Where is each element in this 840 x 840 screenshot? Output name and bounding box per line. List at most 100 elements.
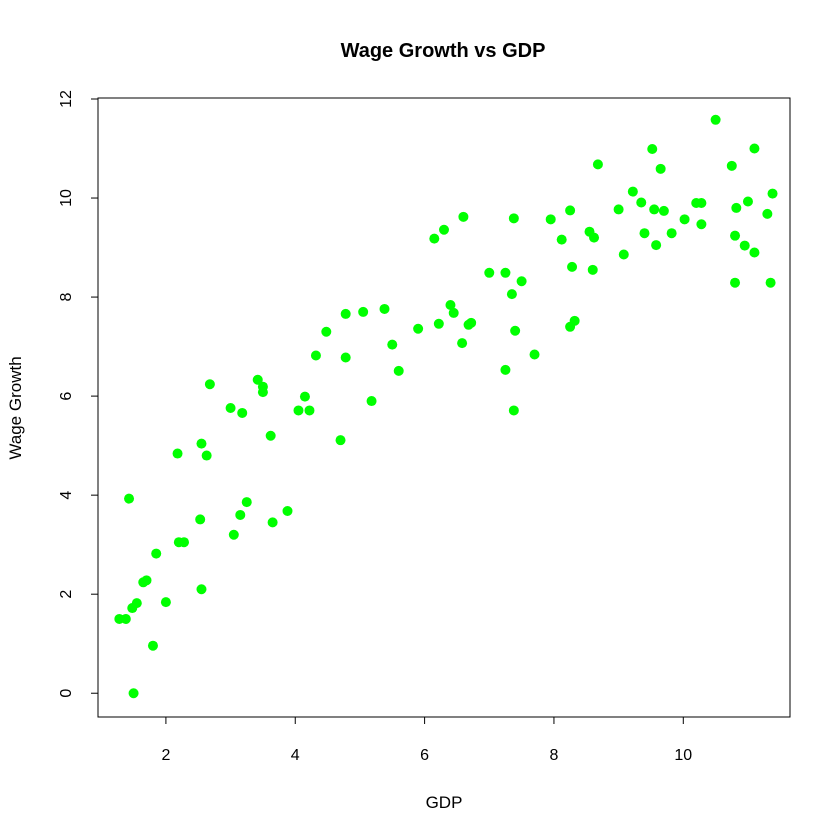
data-point [730, 230, 741, 241]
data-point [730, 277, 741, 288]
data-point [393, 365, 404, 376]
x-tick-label: 10 [674, 747, 692, 764]
data-point [649, 204, 660, 215]
data-point [310, 350, 321, 361]
data-point [556, 234, 567, 245]
data-point [282, 505, 293, 516]
data-point [506, 289, 517, 300]
data-point [120, 613, 131, 624]
data-point [749, 247, 760, 258]
data-point [567, 261, 578, 272]
data-point [387, 339, 398, 350]
data-point [321, 326, 332, 337]
data-point [457, 338, 468, 349]
data-point [179, 537, 190, 548]
y-tick-label: 2 [58, 590, 75, 599]
data-point [252, 374, 263, 385]
data-point [433, 318, 444, 329]
x-tick-label: 8 [549, 747, 558, 764]
data-point [267, 517, 278, 528]
data-point [379, 303, 390, 314]
data-point [304, 405, 315, 416]
data-point [358, 306, 369, 317]
data-point [742, 196, 753, 207]
data-point [195, 514, 206, 525]
data-point [147, 640, 158, 651]
data-point [439, 224, 449, 235]
data-point [413, 323, 424, 334]
data-point [241, 497, 252, 508]
y-axis: 0 2 4 6 8 10 12 [58, 90, 99, 698]
data-point [651, 240, 662, 251]
data-point [696, 197, 707, 208]
data-point [151, 548, 162, 559]
data-point [201, 450, 212, 461]
data-point [500, 267, 511, 278]
data-point [204, 379, 215, 390]
data-point [510, 325, 521, 336]
data-point [196, 438, 207, 449]
data-point [627, 186, 638, 197]
data-point [257, 387, 268, 398]
data-point [647, 144, 658, 155]
data-point [618, 249, 629, 260]
data-point [429, 233, 440, 244]
data-point [128, 688, 139, 699]
plot-frame [97, 97, 791, 718]
data-point [592, 159, 603, 170]
data-points [114, 114, 778, 699]
data-point [235, 509, 246, 520]
x-axis: 2 4 6 8 10 [161, 716, 692, 764]
data-point [124, 493, 135, 504]
data-point [655, 163, 666, 174]
data-point [749, 143, 760, 154]
data-point [726, 160, 737, 171]
data-point [160, 597, 171, 608]
data-point [141, 575, 152, 586]
x-tick-label: 4 [291, 747, 300, 764]
data-point [636, 197, 647, 208]
x-tick-label: 2 [161, 747, 170, 764]
y-tick-label: 6 [58, 392, 75, 401]
data-point [679, 214, 690, 225]
data-point [739, 240, 750, 251]
data-point [366, 396, 377, 407]
x-tick-label: 6 [420, 747, 429, 764]
data-point [767, 188, 778, 199]
data-point [696, 219, 707, 230]
data-point [545, 214, 556, 225]
data-point [131, 598, 142, 609]
data-point [731, 202, 742, 213]
data-point [658, 205, 669, 216]
y-tick-label: 0 [58, 689, 75, 698]
data-point [335, 435, 346, 446]
data-point [587, 264, 598, 275]
data-point [237, 407, 248, 418]
data-point [340, 352, 351, 363]
data-point [340, 308, 351, 319]
y-tick-label: 12 [58, 90, 75, 108]
data-point [508, 405, 519, 416]
y-tick-label: 4 [58, 491, 75, 500]
data-point [569, 315, 580, 326]
chart-title: Wage Growth vs GDP [341, 40, 546, 62]
data-point [172, 448, 183, 459]
data-point [565, 205, 576, 216]
y-axis-label: Wage Growth [6, 356, 25, 459]
data-point [293, 405, 304, 416]
y-tick-label: 10 [58, 189, 75, 207]
data-point [484, 267, 495, 278]
data-point [500, 364, 511, 375]
data-point [196, 584, 207, 595]
data-point [762, 208, 773, 219]
data-point [589, 232, 600, 243]
data-point [516, 276, 527, 287]
data-point [448, 307, 459, 318]
data-point [613, 204, 624, 215]
data-point [228, 529, 239, 540]
data-point [466, 317, 477, 328]
data-point [529, 349, 540, 360]
y-tick-label: 8 [58, 293, 75, 302]
data-point [299, 391, 310, 402]
